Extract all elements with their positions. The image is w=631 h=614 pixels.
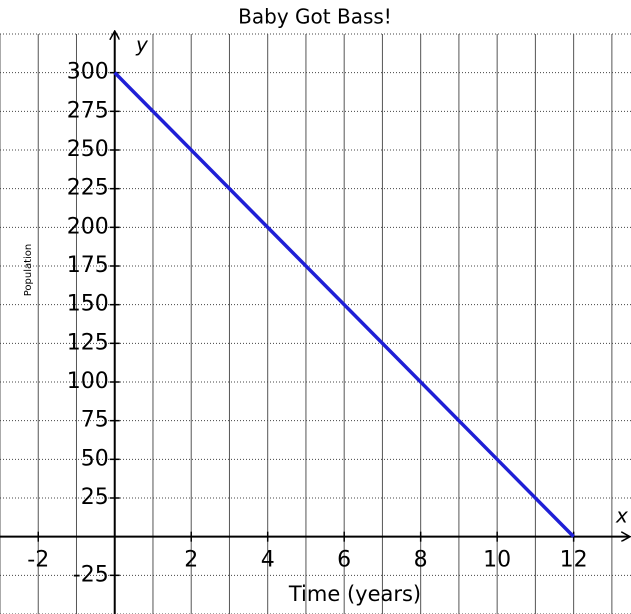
y-axis-label: Population <box>23 244 34 297</box>
x-tick-label: 8 <box>414 548 428 573</box>
y-tick-label: 200 <box>67 214 109 239</box>
y-tick-label: 75 <box>81 408 109 433</box>
y-tick-label: 300 <box>67 60 109 85</box>
x-tick-label: 12 <box>560 548 588 573</box>
y-tick-label: 100 <box>67 369 109 394</box>
x-tick-label: -2 <box>27 548 49 573</box>
y-tick-label: 175 <box>67 253 109 278</box>
y-tick-label: 150 <box>67 292 109 317</box>
y-tick-label: 125 <box>67 330 109 355</box>
y-axis-name: y <box>135 33 149 57</box>
x-tick-label: 10 <box>483 548 511 573</box>
data-line <box>113 71 575 538</box>
y-tick-label: -25 <box>73 562 109 587</box>
x-axis-label: Time (years) <box>288 582 421 606</box>
chart-title: Baby Got Bass! <box>238 5 392 29</box>
y-tick-label: 275 <box>67 98 109 123</box>
x-axis-name: x <box>615 504 628 528</box>
y-tick-label: 25 <box>81 485 109 510</box>
x-tick-label: 6 <box>337 548 351 573</box>
x-tick-label: 4 <box>261 548 275 573</box>
x-tick-label: 2 <box>184 548 198 573</box>
y-tick-label: 250 <box>67 137 109 162</box>
y-tick-label: 225 <box>67 176 109 201</box>
y-tick-label: 50 <box>81 446 109 471</box>
